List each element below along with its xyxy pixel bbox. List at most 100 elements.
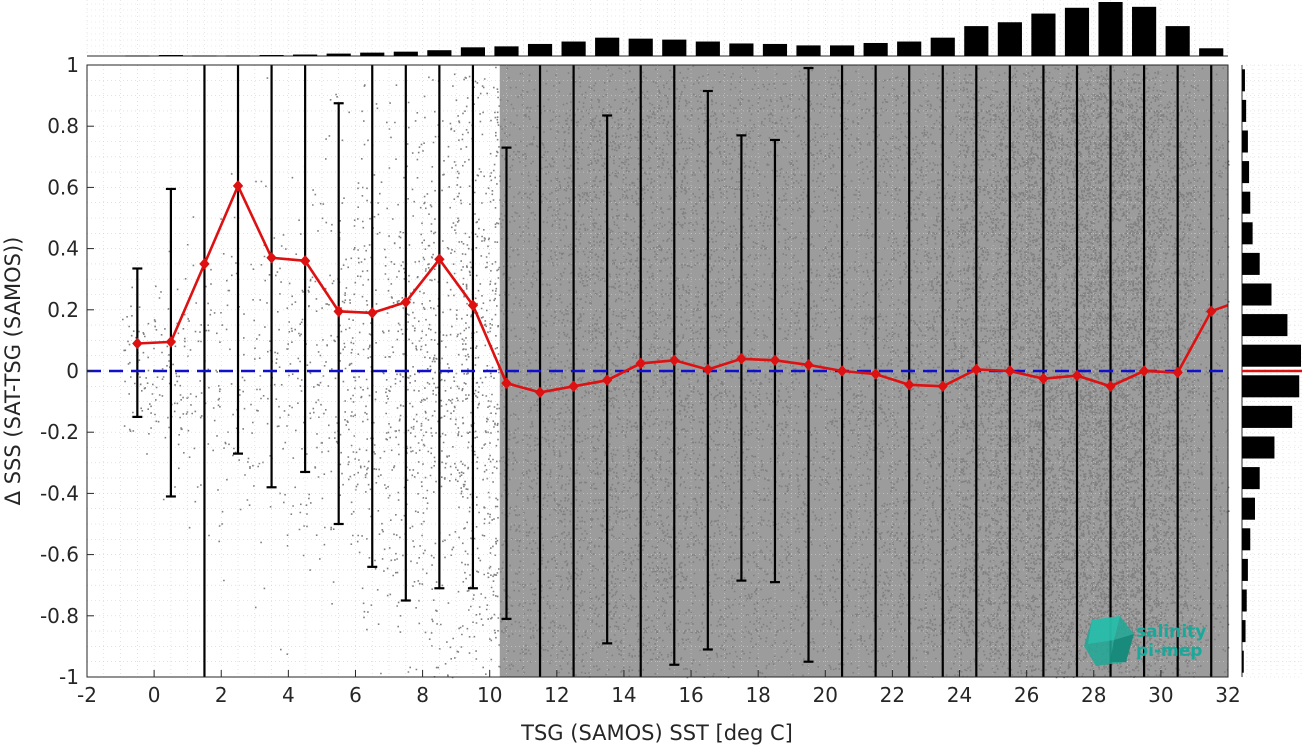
y-tick-label: 0	[66, 359, 79, 383]
top-histogram-bar	[796, 45, 821, 56]
right-histogram-bar	[1242, 467, 1260, 490]
top-histogram-bar	[125, 55, 150, 57]
top-histogram-bar	[1064, 7, 1090, 57]
right-histogram-bar	[1242, 436, 1275, 459]
y-tick-label: 0.4	[47, 237, 79, 261]
mean-point	[803, 359, 814, 371]
top-histogram-bar	[863, 42, 888, 56]
right-histogram-bar	[1242, 375, 1300, 398]
x-tick-label: 2	[215, 683, 228, 707]
mean-point	[132, 337, 143, 350]
mean-point	[568, 380, 579, 393]
mean-point	[904, 379, 915, 391]
x-tick-label: 26	[1014, 683, 1039, 707]
x-tick-label: 30	[1148, 683, 1173, 707]
y-tick-label: 0.8	[47, 114, 79, 138]
tick-labels: -2 0 2 4 6 8 10 12 14 16 18 20 22 24 26 28 30 32-1-0.8-0.…	[40, 53, 1241, 707]
right-histogram-bar	[1242, 222, 1253, 245]
top-histogram-bar	[1199, 48, 1224, 56]
right-histogram-bar	[1242, 161, 1250, 184]
mean-point	[367, 307, 378, 319]
mean-point	[434, 253, 445, 266]
mean-point	[1138, 365, 1150, 377]
x-tick-label: 14	[611, 683, 636, 707]
logo-line2: pi-mep	[1136, 641, 1202, 661]
mean-point	[669, 354, 680, 367]
top-histogram-bar	[494, 46, 519, 56]
x-tick-label: 20	[813, 683, 838, 707]
x-tick-label: 22	[880, 683, 905, 707]
right-histogram-bar	[1242, 191, 1251, 214]
x-tick-label: 4	[282, 683, 295, 707]
y-axis-label: Δ SSS (SAT-TSG (SAMOS))	[1, 237, 25, 506]
logo-cube-edge	[1110, 634, 1134, 662]
x-tick-label: 16	[678, 683, 703, 707]
mean-point	[501, 377, 512, 389]
right-histogram-bar	[1242, 252, 1260, 275]
mean-point	[1206, 305, 1217, 318]
right-histogram-bar	[1242, 650, 1244, 673]
logo-line1: salinity	[1136, 622, 1206, 642]
mean-point	[870, 368, 881, 380]
top-histogram-bar	[897, 41, 922, 56]
x-tick-label: 0	[148, 683, 161, 707]
x-tick-label: 18	[745, 683, 770, 707]
x-tick-label: 6	[349, 683, 362, 707]
y-tick-label: 0.6	[47, 175, 79, 199]
top-histogram-bar	[158, 55, 183, 56]
mean-point	[702, 363, 714, 376]
right-histogram-bar	[1242, 344, 1301, 367]
y-tick-label: -1	[59, 665, 79, 689]
logo-cube-shade	[1088, 616, 1120, 644]
top-histogram-bar	[1165, 26, 1190, 56]
mean-point	[937, 380, 948, 393]
salinity-pimep-logo: salinity pi-mep	[1084, 616, 1206, 666]
mean-point	[635, 357, 646, 370]
y-tick-label: 1	[66, 53, 79, 77]
right-histogram-bar	[1242, 558, 1248, 581]
y-tick-label: -0.4	[40, 481, 79, 505]
top-histogram-bar	[729, 43, 754, 56]
mean-point	[534, 386, 546, 399]
mean-point	[333, 305, 344, 318]
right-histogram-bar	[1242, 405, 1293, 428]
top-histogram-bar	[561, 41, 586, 56]
top-histogram-bar	[1132, 6, 1157, 57]
mean-point	[232, 180, 244, 192]
x-tick-label: 32	[1215, 683, 1240, 707]
x-tick-label: 10	[477, 683, 502, 707]
top-histogram-bar	[460, 47, 486, 56]
mean-point	[467, 299, 479, 311]
top-histogram-bar	[527, 43, 553, 56]
x-axis-label: TSG (SAMOS) SST [deg C]	[520, 721, 793, 745]
x-tick-label: 28	[1081, 683, 1106, 707]
right-histogram-bar	[1242, 99, 1247, 122]
top-histogram-bar	[997, 22, 1022, 56]
mean-point	[736, 353, 747, 365]
top-histogram-bar	[1098, 2, 1123, 56]
mean-point	[601, 374, 613, 386]
top-histogram-bar	[964, 26, 989, 56]
right-histogram-bar	[1242, 314, 1288, 337]
axes	[86, 64, 1229, 678]
mean-point	[299, 255, 311, 267]
mean-point	[836, 365, 848, 377]
mean-point	[1105, 380, 1116, 393]
right-histogram-bar	[1242, 69, 1245, 92]
right-histogram-bar	[1242, 130, 1248, 153]
top-histogram-grid	[86, 0, 1229, 57]
top-histogram-bar	[259, 55, 284, 56]
right-histogram-bar	[1242, 497, 1255, 520]
right-histogram-bar	[1242, 589, 1247, 612]
y-tick-label: -0.6	[40, 543, 79, 567]
right-histogram-bar	[1242, 528, 1251, 551]
right-histogram-bar	[1242, 620, 1246, 643]
y-tick-label: 0.2	[47, 298, 79, 322]
top-histogram-bar	[225, 55, 251, 57]
y-tick-label: -0.2	[40, 420, 79, 444]
top-histogram	[125, 2, 1224, 57]
y-tick-label: -0.8	[40, 604, 79, 628]
top-histogram-bar	[628, 38, 653, 56]
top-histogram-bar	[192, 55, 217, 57]
